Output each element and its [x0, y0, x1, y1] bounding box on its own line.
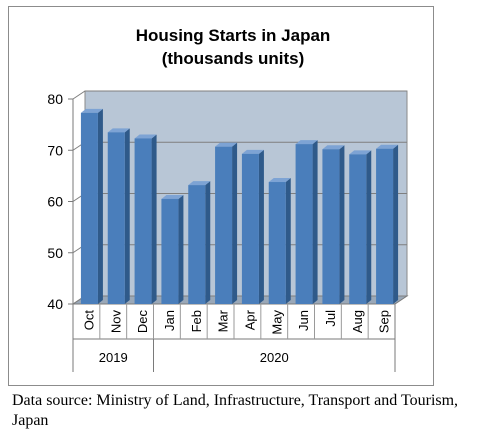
bar-front	[322, 149, 340, 304]
bar-top	[107, 128, 130, 133]
bar-side	[205, 181, 211, 304]
bar	[241, 149, 264, 304]
year-groups: 2019 2020	[99, 339, 289, 372]
x-tick-label: Aug	[350, 310, 365, 333]
bar-front	[188, 185, 206, 304]
bar	[295, 140, 318, 304]
bar-side	[393, 144, 399, 304]
x-tick-label: Jun	[296, 310, 311, 331]
bar	[268, 178, 291, 304]
bar-front	[80, 112, 98, 305]
bar-side	[232, 142, 238, 304]
bar	[80, 108, 103, 305]
bar-top	[161, 194, 184, 199]
x-tick-label: Feb	[189, 310, 204, 332]
x-axis-ticks: Oct Nov Dec Jan Feb Mar Apr May Jun Jul Aug Sep	[72, 304, 396, 372]
x-tick-label: Sep	[377, 310, 392, 333]
chart-frame: 40 50 60 70 80 Oct Nov Dec Jan Feb Mar Apr May Jun Ju…	[8, 6, 434, 386]
bar-front	[376, 148, 394, 304]
bar-top	[376, 144, 399, 149]
x-tick-label: Nov	[108, 310, 123, 334]
bar-front	[107, 132, 125, 304]
bar	[349, 150, 372, 304]
y-tick-label: 60	[47, 194, 63, 210]
data-source-note: Data source: Ministry of Land, Infrastru…	[12, 392, 459, 429]
year-group-label: 2019	[99, 350, 128, 365]
bar-series	[80, 108, 399, 305]
x-tick-label: May	[269, 310, 284, 335]
bar-front	[295, 144, 313, 304]
bar-side	[285, 178, 291, 304]
bar-front	[161, 198, 179, 304]
bar-side	[124, 128, 130, 304]
bar-side	[312, 140, 318, 304]
x-tick-label: Dec	[135, 310, 150, 334]
y-axis-ticks: 40 50 60 70 80	[47, 91, 63, 312]
year-group-label: 2020	[260, 350, 289, 365]
x-tick-label: Apr	[242, 309, 257, 330]
y-tick-label: 80	[47, 91, 63, 107]
bar	[215, 142, 238, 304]
housing-starts-chart: 40 50 60 70 80 Oct Nov Dec Jan Feb Mar Apr May Jun Ju…	[47, 26, 409, 372]
bar-side	[151, 134, 157, 304]
bar	[161, 194, 184, 304]
x-tick-label: Oct	[81, 310, 96, 331]
x-tick-label: Jan	[162, 310, 177, 331]
bar-top	[268, 178, 291, 183]
bar-front	[349, 154, 367, 304]
bar-side	[258, 149, 264, 304]
bar-front	[268, 182, 286, 304]
bar-top	[349, 150, 372, 155]
bar-top	[215, 142, 238, 147]
chart-title-line-1: Housing Starts in Japan	[136, 26, 331, 45]
bar-front	[215, 146, 233, 304]
bar	[322, 145, 345, 304]
bar	[134, 134, 157, 304]
bar-top	[80, 108, 103, 113]
gridline	[72, 90, 407, 100]
bar	[188, 181, 211, 304]
bar-front	[134, 138, 152, 304]
bar-top	[241, 149, 264, 154]
x-tick-label: Mar	[216, 309, 231, 332]
bar	[107, 128, 130, 304]
bar-top	[295, 140, 318, 145]
bar-side	[339, 145, 345, 304]
chart-title-line-2: (thousands units)	[162, 49, 305, 68]
y-tick-label: 40	[47, 296, 63, 312]
x-tick-label: Jul	[323, 310, 338, 327]
y-tick-label: 50	[47, 245, 63, 261]
bar-side	[97, 108, 103, 305]
bar-front	[241, 153, 259, 304]
bar-side	[178, 194, 184, 304]
bar-top	[134, 134, 157, 139]
bar-top	[188, 181, 211, 186]
bar-side	[366, 150, 372, 304]
bar-top	[322, 145, 345, 150]
bar	[376, 144, 399, 304]
y-tick-label: 70	[47, 142, 63, 158]
